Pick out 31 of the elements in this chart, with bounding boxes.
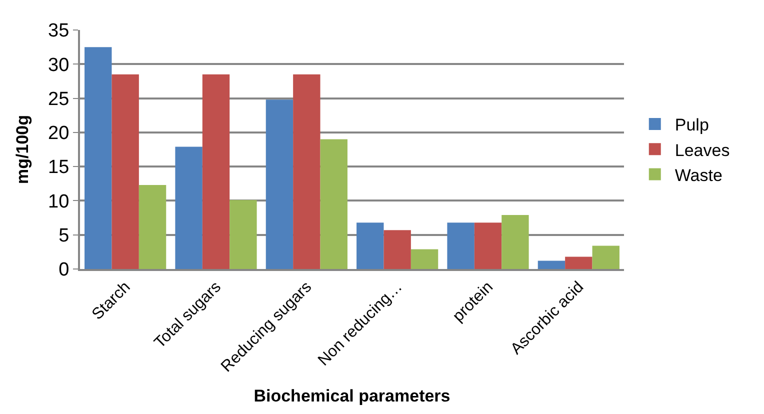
bar	[502, 215, 529, 269]
bar	[356, 222, 384, 269]
bar	[138, 185, 166, 269]
bar	[266, 100, 294, 269]
y-axis-title: mg/100g	[13, 115, 32, 184]
bar	[410, 249, 438, 269]
bar	[384, 230, 411, 269]
bar	[538, 260, 566, 269]
bar	[175, 146, 202, 269]
y-tick-label: 35	[48, 20, 70, 42]
y-tick-label: 20	[48, 123, 70, 144]
legend-label: Waste	[674, 166, 722, 185]
y-tick-label: 0	[58, 260, 70, 281]
bar	[293, 74, 320, 269]
y-tick-label: 15	[48, 157, 70, 178]
bar	[474, 222, 502, 269]
y-tick-label: 30	[48, 54, 70, 76]
bar	[447, 222, 474, 269]
bar	[202, 74, 230, 269]
bar	[565, 256, 592, 269]
y-tick-label: 25	[48, 88, 70, 110]
y-tick-label: 10	[48, 191, 70, 212]
bar	[112, 74, 139, 269]
bar	[230, 200, 257, 269]
y-tick-label: 5	[58, 226, 70, 247]
bar	[84, 47, 112, 269]
legend-label: Pulp	[674, 116, 709, 135]
bar	[320, 139, 348, 269]
x-axis-title: Biochemical parameters	[254, 386, 450, 406]
legend-label: Leaves	[674, 140, 730, 160]
bar	[592, 246, 620, 269]
